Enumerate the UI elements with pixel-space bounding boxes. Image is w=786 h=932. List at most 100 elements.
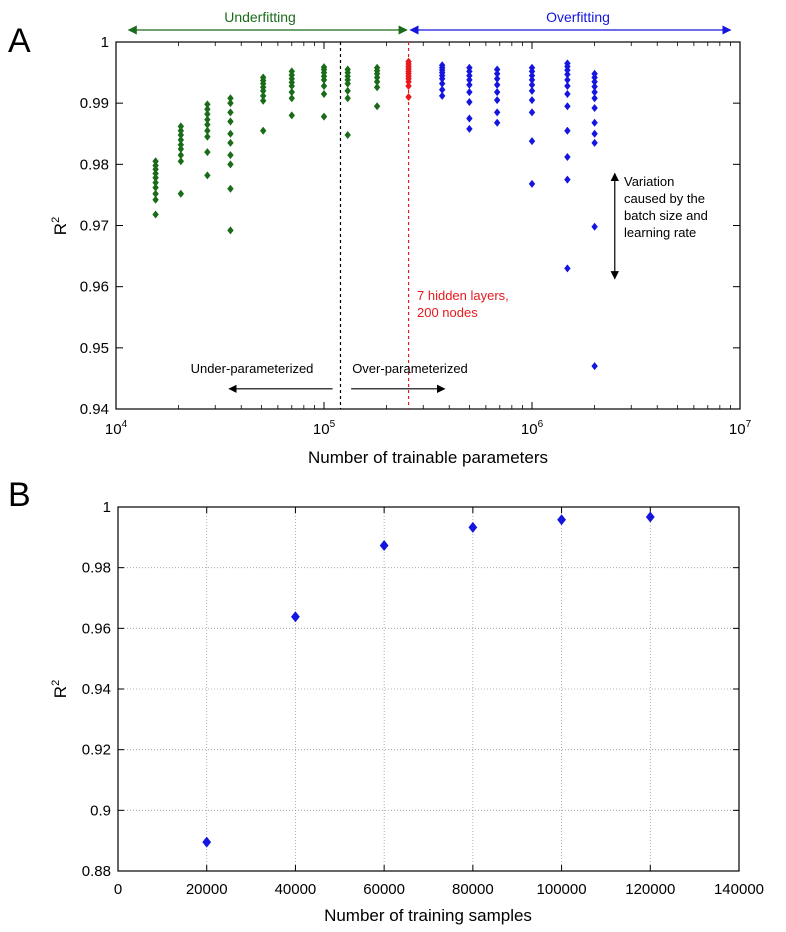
data-point-a <box>259 126 267 135</box>
over-parameterized-label: Over-parameterized <box>352 361 468 376</box>
underfitting-label: Underfitting <box>224 9 296 25</box>
x-tick-label-b: 0 <box>114 881 122 898</box>
data-point-a <box>438 74 446 83</box>
x-tick-label-b: 40000 <box>275 881 317 898</box>
y-tick-label-a: 0.98 <box>80 156 109 173</box>
y-tick-label-a: 0.95 <box>80 340 109 357</box>
data-point-a <box>493 65 501 74</box>
data-point-a <box>152 173 159 182</box>
data-point-a <box>177 130 185 139</box>
data-point-a <box>152 210 159 219</box>
data-point-a <box>591 88 598 97</box>
data-point-a <box>528 86 536 95</box>
data-point-a <box>259 86 267 95</box>
data-point-a <box>466 80 473 89</box>
data-point-a <box>227 99 234 108</box>
data-point-a <box>344 86 351 95</box>
data-point-a <box>152 169 159 178</box>
data-point-a <box>591 82 598 91</box>
data-point-a <box>405 93 412 102</box>
data-point-a <box>227 117 234 126</box>
data-point-a <box>227 226 234 235</box>
data-point-b <box>645 511 655 523</box>
nodes-label: 200 nodes <box>417 305 478 320</box>
y-tick-label-b: 0.98 <box>82 560 111 577</box>
data-point-a <box>466 97 473 106</box>
data-point-a <box>493 69 501 78</box>
data-point-a <box>564 89 571 98</box>
x-tick-label-b: 120000 <box>625 881 675 898</box>
data-point-a <box>204 105 211 114</box>
data-point-a <box>204 132 211 141</box>
data-point-a <box>564 102 571 111</box>
y-tick-label-b: 0.9 <box>90 802 111 819</box>
y-tick-label-b: 0.96 <box>82 620 111 637</box>
data-point-a <box>288 94 295 103</box>
data-point-a <box>438 91 446 100</box>
data-point-a <box>373 102 381 111</box>
data-point-a <box>466 67 473 76</box>
data-point-a <box>320 82 328 91</box>
data-point-a <box>204 110 211 119</box>
x-axis-label-b: Number of training samples <box>324 906 532 925</box>
axes-b: 0 20000 40000 60000 80000 100000 120000 140000 0… <box>82 499 764 898</box>
data-point-a <box>227 129 234 138</box>
variation-label-2: caused by the <box>624 191 705 206</box>
x-tick-label-b: 140000 <box>714 881 764 898</box>
data-point-a <box>466 124 473 133</box>
data-point-a <box>528 108 536 117</box>
data-point-a <box>528 67 536 76</box>
data-point-a <box>591 222 598 231</box>
x-tick-label-a: 106 <box>521 419 544 438</box>
data-point-a <box>405 82 412 91</box>
y-tick-label-a: 0.94 <box>80 401 109 418</box>
data-point-a <box>564 126 571 135</box>
scatter-points-a <box>152 57 598 371</box>
data-point-a <box>227 184 234 193</box>
data-point-a <box>373 83 381 92</box>
data-point-a <box>373 73 381 82</box>
data-point-a <box>227 151 234 160</box>
x-axis-label-a: Number of trainable parameters <box>308 448 548 467</box>
data-point-a <box>204 148 211 157</box>
data-point-a <box>204 120 211 129</box>
data-point-b <box>379 540 389 552</box>
data-point-a <box>493 118 501 127</box>
data-point-a <box>564 152 571 161</box>
data-point-a <box>177 145 185 154</box>
data-point-a <box>528 96 536 105</box>
data-point-b <box>468 521 478 533</box>
data-point-a <box>177 151 185 160</box>
x-tick-label-a: 107 <box>729 419 752 438</box>
data-point-a <box>564 75 571 84</box>
data-point-a <box>227 160 234 169</box>
data-point-a <box>466 114 473 123</box>
x-tick-label-b: 100000 <box>537 881 587 898</box>
data-point-a <box>152 178 159 187</box>
data-point-a <box>591 118 598 127</box>
y-tick-label-b: 0.94 <box>82 681 111 698</box>
data-point-a <box>466 75 473 84</box>
data-point-a <box>320 75 328 84</box>
y-tick-label-a: 1 <box>101 34 109 51</box>
y-tick-label-a: 0.96 <box>80 279 109 296</box>
data-point-a <box>528 179 536 188</box>
data-point-a <box>344 94 351 103</box>
data-point-a <box>177 140 185 149</box>
variation-label-1: Variation <box>624 174 674 189</box>
scatter-points-b <box>202 511 655 848</box>
data-point-a <box>405 77 412 86</box>
data-point-a <box>259 96 267 105</box>
data-point-a <box>493 96 501 105</box>
data-point-a <box>438 79 446 88</box>
data-point-b <box>291 611 300 623</box>
data-point-a <box>177 122 185 131</box>
x-tick-label-a: 105 <box>313 419 336 438</box>
data-point-a <box>564 70 571 79</box>
panel-a-chart: A Underfitting Overfitting 104 105 106 107 0… <box>8 9 752 467</box>
data-point-a <box>204 171 211 180</box>
data-point-a <box>528 137 536 146</box>
data-point-a <box>344 130 351 139</box>
data-point-a <box>564 175 571 184</box>
